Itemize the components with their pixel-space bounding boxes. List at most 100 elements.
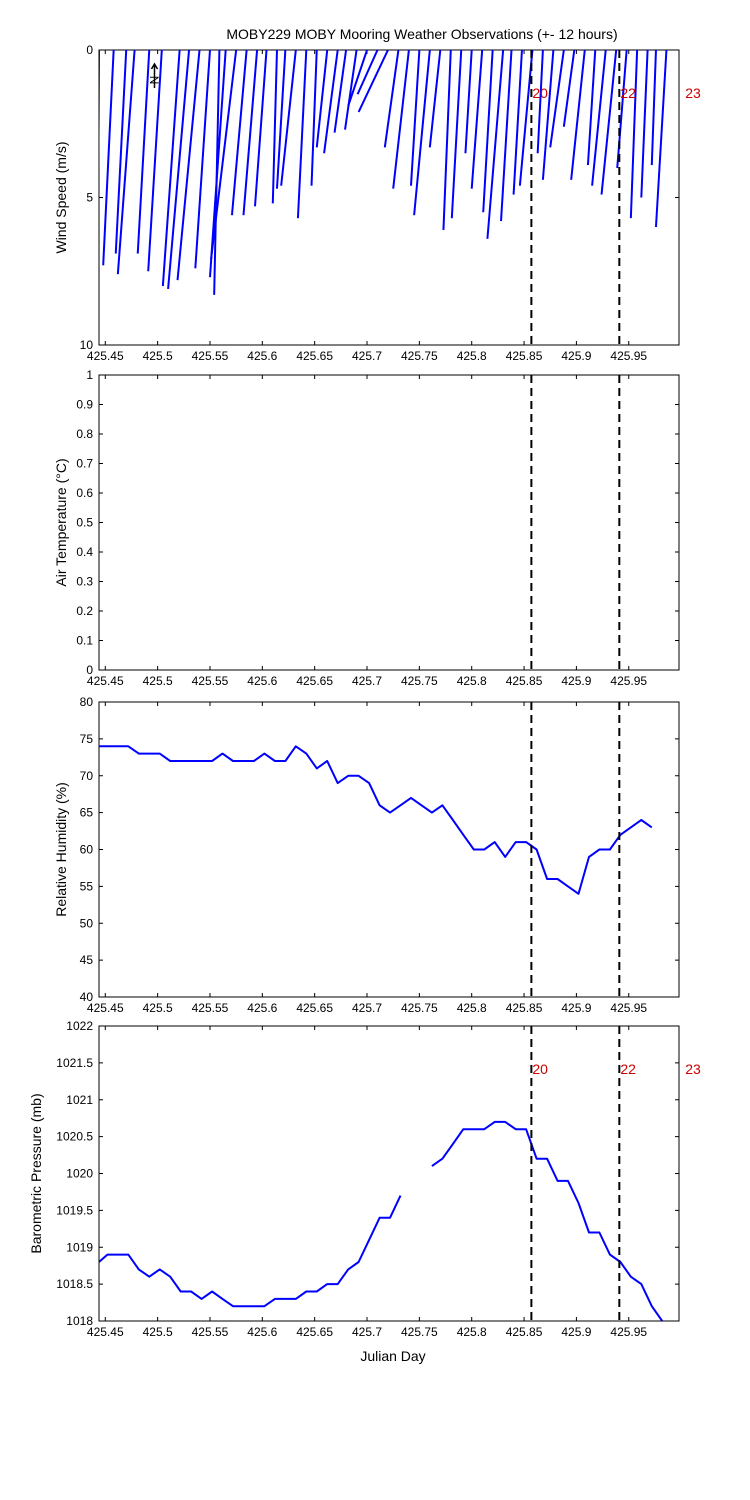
wind-ytick-label: 5 (86, 191, 93, 205)
airtemp-xtick-label: 425.45 (87, 674, 124, 688)
wind-xtick-label: 425.5 (143, 349, 173, 363)
wind-vector (323, 50, 339, 154)
wind-xtick-label: 425.85 (506, 349, 543, 363)
humidity-xtick-label: 425.55 (192, 1001, 229, 1015)
wind-vector (357, 50, 389, 113)
x-axis-label: Julian Day (360, 1348, 425, 1364)
wind-vector (310, 50, 318, 186)
airtemp-ytick-label: 0.7 (76, 457, 93, 471)
airtemp-ytick-label: 0.5 (76, 516, 93, 530)
pressure-ytick-label: 1019.5 (56, 1203, 93, 1217)
wind-vector (253, 50, 268, 207)
airtemp-ytick-label: 0 (86, 663, 93, 677)
wind-vector (176, 50, 201, 281)
wind-vector (356, 50, 379, 95)
wind-vector (650, 50, 657, 166)
pressure-xtick-label: 425.45 (87, 1325, 124, 1339)
wind-xtick-label: 425.6 (247, 349, 277, 363)
pressure-xtick-label: 425.6 (247, 1325, 277, 1339)
airtemp-panel: 425.45 425.5 425.55 425.6 425.65 425.7 425.75 4… (53, 368, 680, 688)
airtemp-xtick-label: 425.5 (143, 674, 173, 688)
wind-data (99, 50, 668, 295)
wind-event-marker-label: 20 (532, 85, 548, 101)
pressure-xtick-label: 425.55 (192, 1325, 229, 1339)
humidity-xtick-label: 425.45 (87, 1001, 124, 1015)
wind-vector (280, 50, 297, 186)
wind-vector (428, 50, 442, 148)
north-label: N (147, 76, 161, 85)
humidity-ytick-label: 40 (80, 990, 94, 1004)
pressure-xtick-label: 425.7 (352, 1325, 382, 1339)
wind-vector (536, 50, 544, 154)
pressure-xtick-label: 425.85 (506, 1325, 543, 1339)
wind-vector (296, 50, 308, 219)
wind-vector (486, 50, 505, 239)
humidity-xtick-label: 425.65 (296, 1001, 333, 1015)
wind-vector (541, 50, 555, 180)
wind-vector (333, 50, 348, 133)
humidity-xtick-label: 425.7 (352, 1001, 382, 1015)
humidity-ytick-label: 75 (80, 732, 94, 746)
airtemp-xtick-label: 425.7 (352, 674, 382, 688)
airtemp-xtick-label: 425.85 (506, 674, 543, 688)
humidity-xtick-label: 425.75 (401, 1001, 438, 1015)
pressure-data (99, 1120, 664, 1321)
pressure-axes-frame (98, 1025, 680, 1322)
wind-vector (600, 50, 618, 195)
pressure-xtick-label: 425.95 (610, 1325, 647, 1339)
pressure-event-marker-label: 23 (685, 1061, 701, 1077)
humidity-xtick-label: 425.85 (506, 1001, 543, 1015)
pressure-panel: 425.45 425.5 425.55 425.6 425.65 425.7 425.75 4… (28, 1019, 701, 1339)
wind-vector (549, 50, 565, 148)
pressure-series-line (99, 1120, 664, 1321)
wind-vector (518, 50, 534, 186)
wind-ytick-label: 10 (80, 338, 94, 352)
airtemp-ytick-label: 1 (86, 368, 93, 382)
wind-vector (114, 50, 128, 254)
wind-vector (500, 50, 513, 222)
wind-vector (271, 50, 278, 204)
wind-vector (640, 50, 649, 198)
wind-vector (136, 50, 151, 254)
wind-y-axis-label: Wind Speed (m/s) (53, 141, 69, 253)
humidity-y-axis-label: Relative Humidity (%) (53, 782, 69, 917)
figure-title: MOBY229 MOBY Mooring Weather Observation… (226, 26, 617, 42)
wind-vector (315, 50, 329, 148)
wind-xtick-label: 425.8 (457, 349, 487, 363)
wind-vector (147, 50, 163, 272)
wind-xtick-label: 425.7 (352, 349, 382, 363)
wind-vector (570, 50, 586, 180)
pressure-ytick-label: 1019 (66, 1240, 93, 1254)
north-arrow-head-icon (150, 62, 159, 70)
pressure-y-axis-label: Barometric Pressure (mb) (28, 1093, 44, 1253)
humidity-axes-frame (98, 701, 680, 998)
wind-vector (102, 50, 115, 266)
airtemp-xtick-label: 425.9 (561, 674, 591, 688)
wind-xtick-label: 425.55 (192, 349, 229, 363)
wind-event-marker-label: 22 (620, 85, 636, 101)
wind-vector (470, 50, 484, 189)
wind-vector (242, 50, 259, 216)
airtemp-xtick-label: 425.75 (401, 674, 438, 688)
airtemp-xtick-label: 425.65 (296, 674, 333, 688)
wind-vector (344, 50, 358, 130)
airtemp-ytick-label: 0.9 (76, 398, 93, 412)
airtemp-axes-frame (98, 374, 680, 671)
wind-vector (167, 50, 191, 290)
humidity-ytick-label: 80 (80, 695, 94, 709)
humidity-series-line (99, 745, 653, 895)
airtemp-xtick-label: 425.55 (192, 674, 229, 688)
wind-vector (413, 50, 431, 216)
pressure-ytick-label: 1021.5 (56, 1056, 93, 1070)
airtemp-ytick-label: 0.4 (76, 545, 93, 559)
wind-vector (562, 50, 576, 127)
wind-vector (383, 50, 400, 148)
wind-vector (275, 50, 287, 189)
wind-vector (464, 50, 473, 154)
pressure-xtick-label: 425.5 (143, 1325, 173, 1339)
pressure-ytick-label: 1021 (66, 1093, 93, 1107)
pressure-ytick-label: 1018 (66, 1314, 93, 1328)
pressure-ytick-label: 1022 (66, 1019, 93, 1033)
airtemp-y-axis-label: Air Temperature (°C) (53, 458, 69, 586)
